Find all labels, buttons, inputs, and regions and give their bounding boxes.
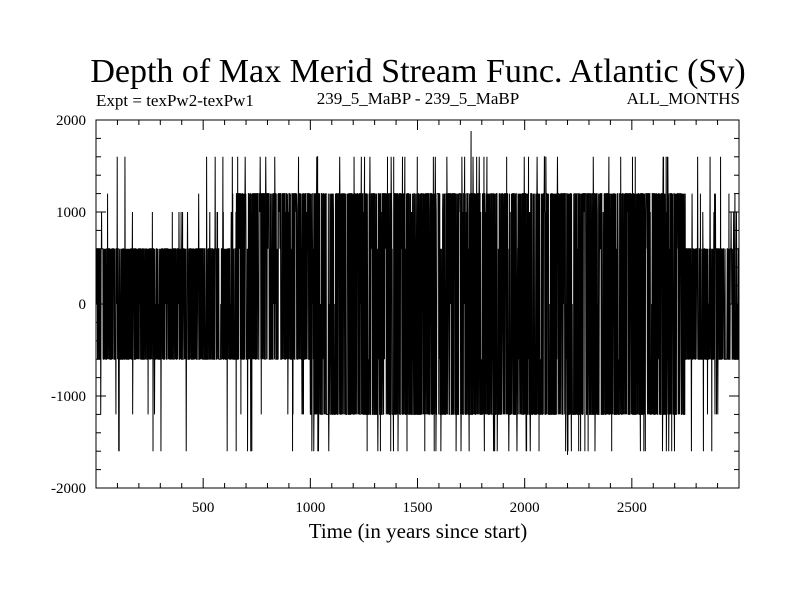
x-tick-label: 1000 bbox=[295, 500, 325, 516]
x-tick-label: 2000 bbox=[510, 500, 540, 516]
y-tick-label: 0 bbox=[79, 297, 87, 313]
series-line bbox=[96, 131, 740, 455]
x-tick-label: 500 bbox=[192, 500, 215, 516]
y-tick-label: -1000 bbox=[51, 389, 86, 405]
x-axis-label: Time (in years since start) bbox=[309, 519, 528, 543]
x-tick-label: 1500 bbox=[403, 500, 433, 516]
chart-title: Depth of Max Merid Stream Func. Atlantic… bbox=[90, 53, 745, 90]
y-tick-label: 2000 bbox=[56, 113, 86, 129]
y-axis: 2000 1000 0 -1000 -2000 bbox=[51, 113, 739, 497]
series-layer bbox=[96, 131, 740, 455]
x-tick-label: 2500 bbox=[617, 500, 647, 516]
subtitle-right: ALL_MONTHS bbox=[627, 89, 740, 108]
subtitle-left: Expt = texPw2-texPw1 bbox=[96, 91, 254, 110]
x-axis: 500 1000 1500 2000 2500 bbox=[116, 120, 719, 516]
y-tick-label: 1000 bbox=[56, 205, 86, 221]
y-tick-label: -2000 bbox=[51, 481, 86, 497]
subtitle-center: 239_5_MaBP - 239_5_MaBP bbox=[317, 89, 519, 108]
